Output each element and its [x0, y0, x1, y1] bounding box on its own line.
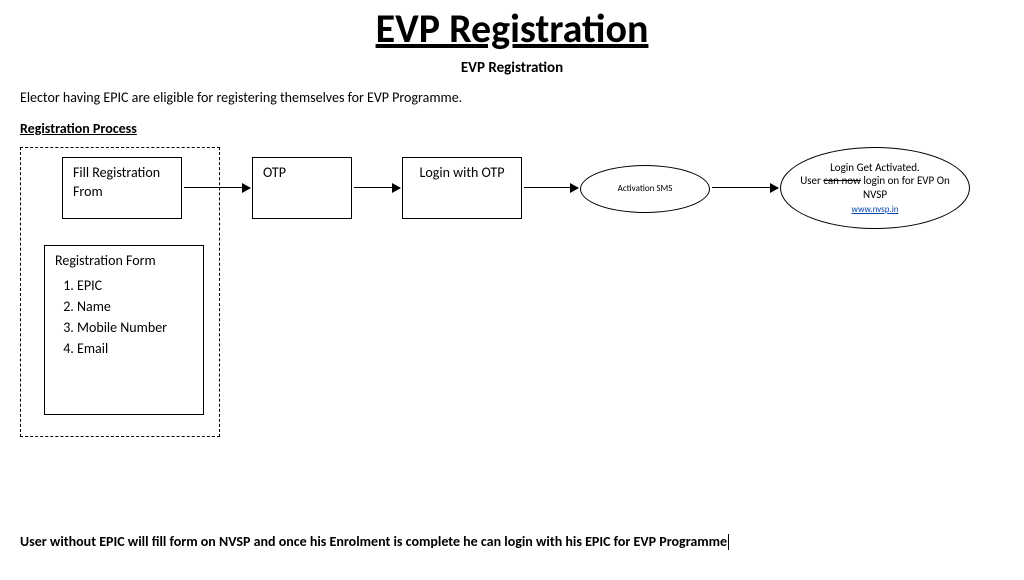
node-fill-label: Fill Registration From: [73, 164, 160, 200]
arrow-icon: [524, 187, 578, 188]
node-final-strike: can now: [823, 174, 861, 187]
section-heading: Registration Process: [20, 120, 1024, 137]
form-item: Mobile Number: [77, 319, 193, 338]
node-activation: Activation SMS: [580, 165, 710, 213]
node-otp-label: OTP: [263, 164, 286, 181]
form-item: Name: [77, 298, 193, 317]
node-final-url: www.nvsp.in: [852, 204, 899, 215]
node-otp: OTP: [252, 157, 352, 219]
node-final-line2-pre: User: [800, 174, 823, 187]
footer-text: User without EPIC will fill form on NVSP…: [20, 533, 727, 550]
node-final: Login Get Activated. User can now login …: [780, 147, 970, 229]
arrow-icon: [712, 187, 778, 188]
node-form: Registration Form EPIC Name Mobile Numbe…: [44, 245, 204, 415]
node-final-line2-post: login on for EVP On NVSP: [861, 174, 950, 201]
form-item: Email: [77, 340, 193, 359]
intro-text: Elector having EPIC are eligible for reg…: [20, 89, 1024, 106]
node-login-label: Login with OTP: [420, 164, 505, 181]
node-activation-label: Activation SMS: [618, 183, 673, 194]
page-title: EVP Registration: [0, 4, 1024, 53]
arrow-icon: [354, 187, 400, 188]
footer-note: User without EPIC will fill form on NVSP…: [20, 533, 729, 550]
arrow-icon: [184, 187, 250, 188]
flowchart: Fill Registration From Registration Form…: [20, 147, 1024, 467]
text-cursor-icon: [728, 534, 729, 550]
node-login: Login with OTP: [402, 157, 522, 219]
page-subtitle: EVP Registration: [0, 59, 1024, 77]
node-final-line1: Login Get Activated.: [830, 161, 920, 174]
node-form-title: Registration Form: [55, 252, 193, 271]
node-fill: Fill Registration From: [62, 157, 182, 219]
form-item: EPIC: [77, 277, 193, 296]
